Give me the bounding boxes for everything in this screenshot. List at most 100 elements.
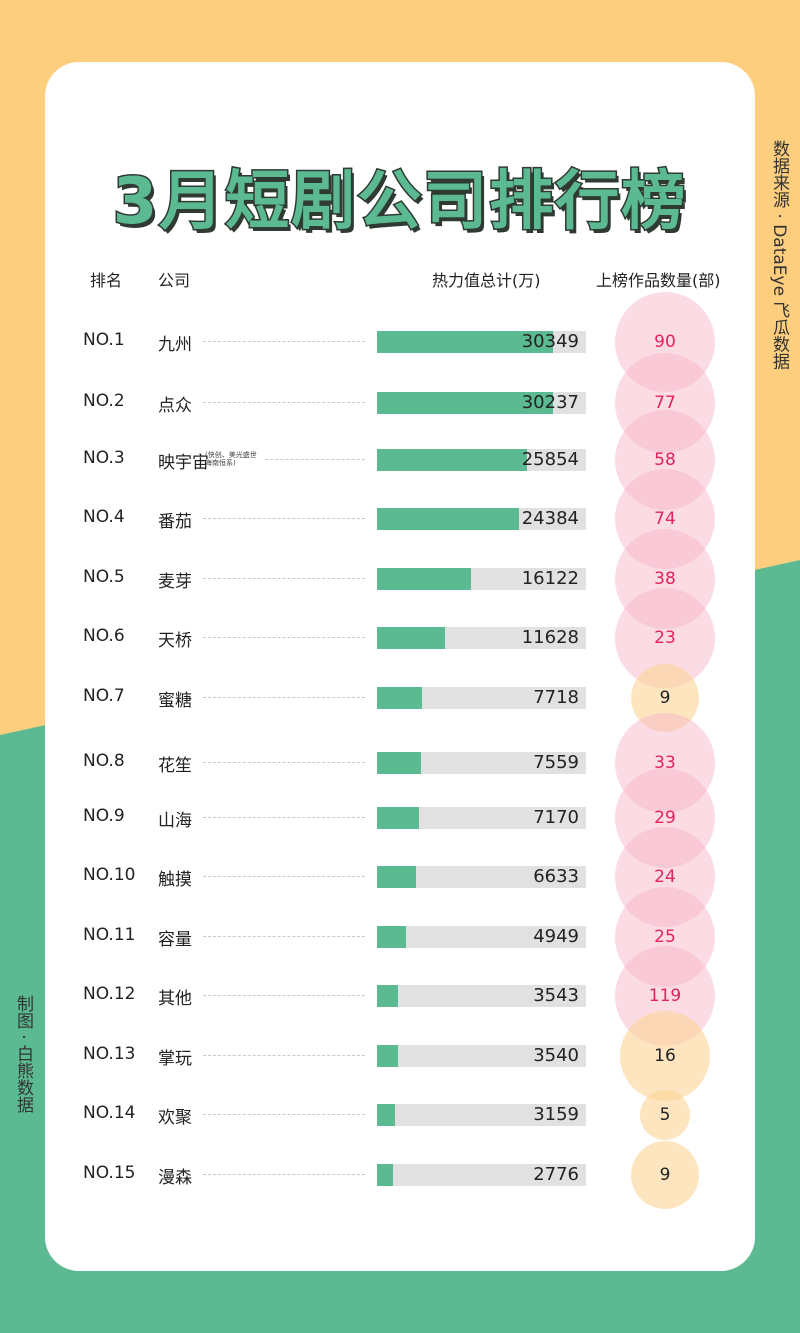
- bar: [377, 807, 419, 829]
- rank-label: NO.1: [83, 330, 125, 350]
- company-label: 漫森: [158, 1168, 192, 1188]
- count-bubble: [615, 292, 715, 392]
- rank-label: NO.10: [83, 865, 136, 885]
- header-count: 上榜作品数量(部): [596, 271, 721, 290]
- count-value-label: 38: [654, 569, 676, 589]
- table-row: NO.6 天桥 11628 23: [0, 588, 800, 688]
- bar: [377, 985, 398, 1007]
- company-note-line: 海南恒系): [205, 459, 236, 467]
- bar-value-label: 30349: [521, 331, 579, 352]
- bar-track: 2776: [377, 1164, 586, 1186]
- bar: [377, 1164, 393, 1186]
- count-value-label: 74: [654, 509, 676, 529]
- leader-line: [203, 697, 365, 698]
- bar-value-label: 3540: [533, 1045, 579, 1066]
- count-value-label: 25: [654, 927, 676, 947]
- rank-label: NO.9: [83, 806, 125, 826]
- header-rank: 排名: [90, 271, 123, 290]
- bar-value-label: 4949: [533, 926, 579, 947]
- bar-value-label: 3159: [533, 1104, 579, 1125]
- count-bubble: [615, 713, 715, 813]
- rank-label: NO.15: [83, 1163, 136, 1183]
- table-row: NO.7 蜜糖 7718 9: [0, 664, 800, 732]
- company-label: 其他: [158, 989, 192, 1009]
- bar: [377, 752, 421, 774]
- leader-line: [203, 762, 365, 763]
- bar: [377, 392, 553, 414]
- count-bubble: [615, 827, 715, 927]
- table-row: NO.2 点众 30237 77: [0, 353, 800, 453]
- count-value-label: 29: [654, 808, 676, 828]
- table-row: NO.1 九州 30349 90: [0, 292, 800, 392]
- count-bubble: [620, 1011, 710, 1101]
- bar-track: 7718: [377, 687, 586, 709]
- leader-line: [203, 936, 365, 937]
- maker-label: 制图 · 白熊数据: [13, 995, 33, 1114]
- table-row: NO.11 容量 4949 25: [0, 887, 800, 987]
- company-note: (快创、美光盛世 海南恒系): [205, 451, 257, 467]
- bar-track: 25854: [377, 449, 586, 471]
- count-bubble: [631, 664, 699, 732]
- rank-label: NO.5: [83, 567, 125, 587]
- count-value-label: 77: [654, 393, 676, 413]
- bar-track: 30349: [377, 331, 586, 353]
- company-label: 番茄: [158, 512, 192, 532]
- company-label: 容量: [158, 930, 192, 950]
- rank-label: NO.7: [83, 686, 125, 706]
- rank-label: NO.2: [83, 391, 125, 411]
- rank-label: NO.11: [83, 925, 136, 945]
- company-label: 掌玩: [158, 1049, 192, 1069]
- bar: [377, 331, 553, 353]
- leader-line: [203, 518, 365, 519]
- count-value-label: 5: [659, 1105, 671, 1125]
- count-value-label: 9: [659, 688, 671, 708]
- company-label: 欢聚: [158, 1108, 192, 1128]
- bar-value-label: 25854: [521, 449, 579, 470]
- count-value-label: 23: [654, 628, 676, 648]
- header-company: 公司: [158, 271, 191, 290]
- count-bubble: [615, 469, 715, 569]
- bar-value-label: 30237: [521, 392, 579, 413]
- bar-track: 24384: [377, 508, 586, 530]
- company-label: 山海: [158, 811, 192, 831]
- bar-track: 4949: [377, 926, 586, 948]
- bar-value-label: 3543: [533, 985, 579, 1006]
- count-value-label: 33: [654, 753, 676, 773]
- table-row: NO.4 番茄 24384 74: [0, 469, 800, 569]
- bar-value-label: 7170: [533, 807, 579, 828]
- table-row: NO.3 映宇宙 (快创、美光盛世 海南恒系) 25854 58: [0, 410, 800, 510]
- bar-track: 7559: [377, 752, 586, 774]
- leader-line: [203, 402, 365, 403]
- count-bubble: [640, 1090, 690, 1140]
- table-row: NO.8 花笙 7559 33: [0, 713, 800, 813]
- leader-line: [203, 876, 365, 877]
- bar-track: 16122: [377, 568, 586, 590]
- count-bubble: [615, 887, 715, 987]
- rank-label: NO.12: [83, 984, 136, 1004]
- bar-value-label: 7559: [533, 752, 579, 773]
- count-value-label: 16: [654, 1046, 676, 1066]
- company-label: 蜜糖: [158, 691, 192, 711]
- company-note-line: (快创、美光盛世: [205, 451, 257, 459]
- count-value-label: 119: [648, 986, 682, 1006]
- count-bubble: [615, 529, 715, 629]
- bar-value-label: 2776: [533, 1164, 579, 1185]
- leader-line: [203, 1174, 365, 1175]
- bar: [377, 687, 422, 709]
- rank-label: NO.3: [83, 448, 125, 468]
- company-label: 天桥: [158, 631, 192, 651]
- count-value-label: 9: [659, 1165, 671, 1185]
- table-row: NO.15 漫森 2776 9: [0, 1141, 800, 1209]
- count-value-label: 90: [654, 332, 676, 352]
- count-bubble: [615, 353, 715, 453]
- chart-title: 3月短剧公司排行榜: [111, 164, 688, 241]
- bar: [377, 568, 471, 590]
- bar-track: 30237: [377, 392, 586, 414]
- count-bubble: [631, 1141, 699, 1209]
- table-row: NO.10 触摸 6633 24: [0, 827, 800, 927]
- table-row: NO.5 麦芽 16122 38: [0, 529, 800, 629]
- bar-track: 3540: [377, 1045, 586, 1067]
- leader-line: [203, 341, 365, 342]
- table-row: NO.14 欢聚 3159 5: [0, 1090, 800, 1140]
- rank-label: NO.13: [83, 1044, 136, 1064]
